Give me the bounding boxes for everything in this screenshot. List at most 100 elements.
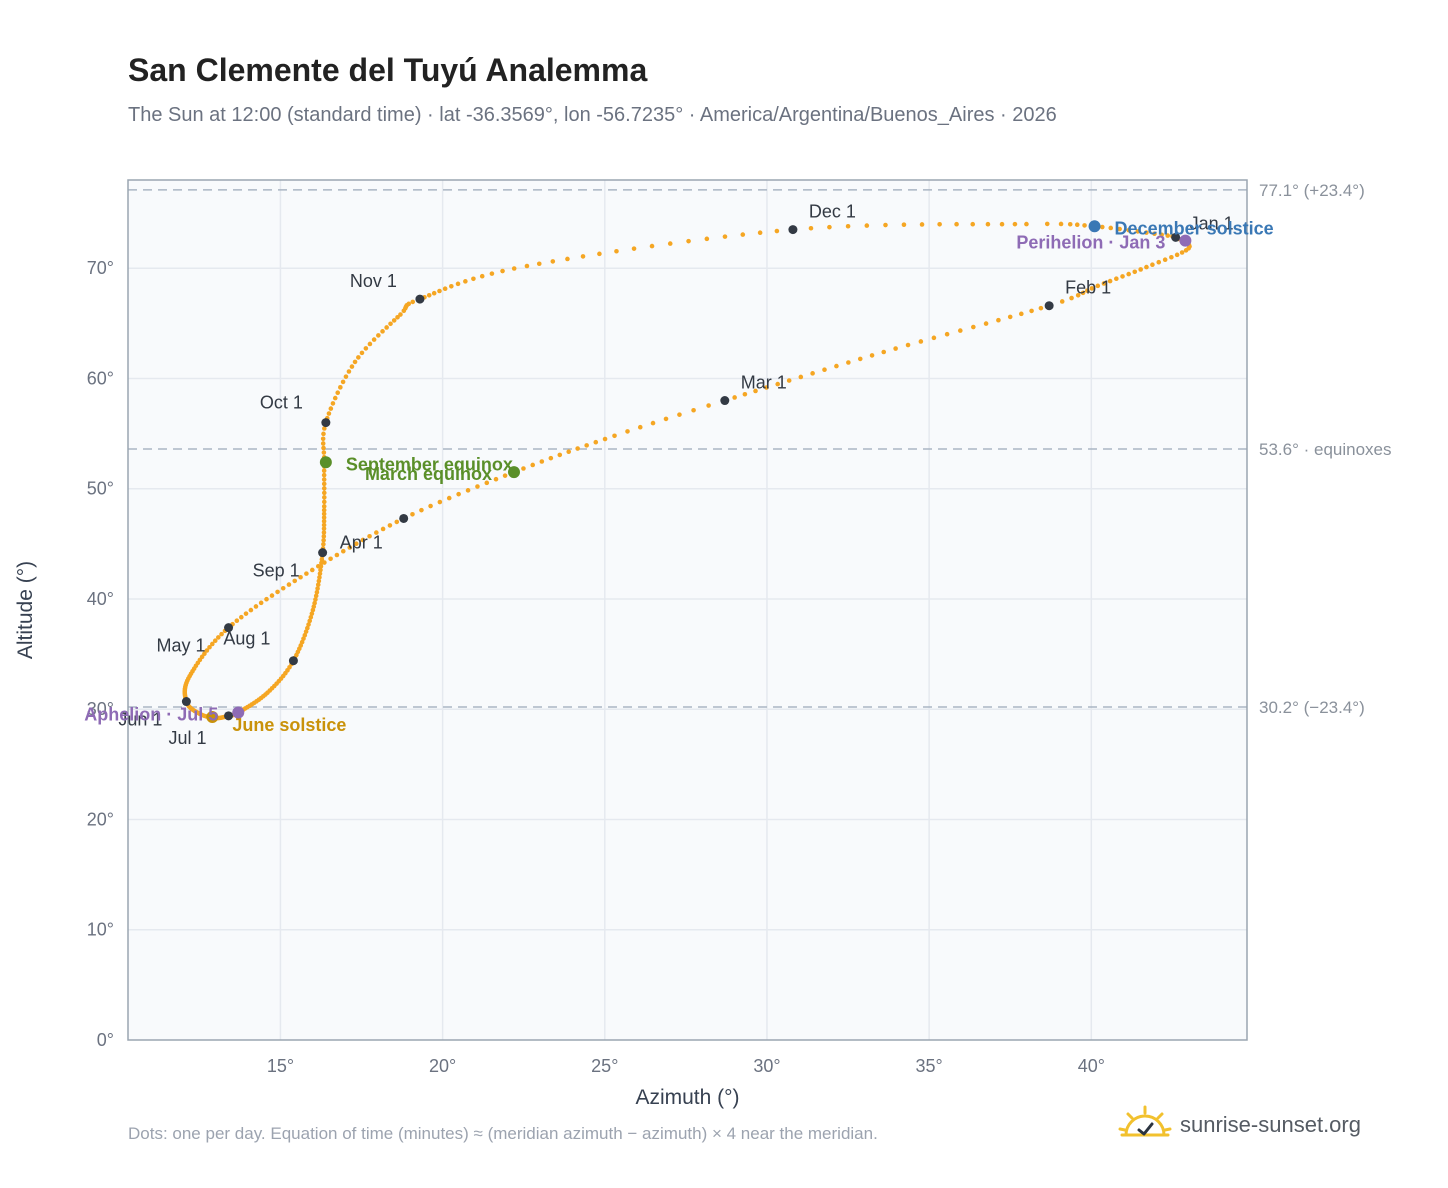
day-dot bbox=[204, 648, 210, 653]
day-dot bbox=[957, 328, 963, 333]
day-dot bbox=[827, 224, 832, 230]
x-tick-label: 25° bbox=[591, 1056, 618, 1076]
month-label: Feb 1 bbox=[1065, 278, 1111, 298]
day-dot bbox=[706, 403, 711, 408]
month-marker bbox=[224, 623, 234, 633]
day-dot bbox=[321, 445, 326, 451]
month-label: Apr 1 bbox=[340, 532, 383, 552]
day-dot bbox=[305, 625, 310, 631]
event-label: Aphelion · Jul 5 bbox=[84, 705, 218, 725]
day-dot bbox=[597, 251, 602, 257]
day-dot bbox=[321, 507, 327, 513]
day-dot bbox=[388, 321, 393, 327]
day-dot bbox=[667, 241, 673, 246]
day-dot bbox=[691, 407, 696, 413]
day-dot bbox=[311, 604, 317, 609]
day-dot bbox=[419, 507, 424, 513]
day-dot bbox=[489, 271, 495, 276]
day-dot bbox=[321, 472, 327, 478]
day-dot bbox=[322, 495, 327, 500]
day-dot bbox=[753, 388, 758, 394]
y-tick-label: 40° bbox=[87, 589, 114, 609]
day-dot bbox=[321, 499, 327, 505]
day-dot bbox=[321, 515, 327, 520]
y-tick-label: 10° bbox=[87, 920, 114, 940]
x-axis-ticks: 15° 20° 25° 30° 35° 40° bbox=[267, 1056, 1105, 1076]
day-dot bbox=[918, 339, 924, 344]
day-dot bbox=[1099, 224, 1105, 230]
day-dot bbox=[999, 221, 1005, 227]
day-dot bbox=[471, 276, 476, 282]
day-dot bbox=[309, 611, 315, 616]
day-dot bbox=[479, 273, 485, 279]
day-dot bbox=[312, 600, 317, 606]
reference-line-label: 53.6° · equinoxes bbox=[1259, 440, 1392, 459]
y-axis-title: Altitude (°) bbox=[14, 561, 37, 659]
day-dot bbox=[1117, 226, 1122, 232]
x-tick-label: 20° bbox=[429, 1056, 456, 1076]
day-dot bbox=[352, 359, 358, 365]
day-dot bbox=[374, 530, 379, 535]
brand-logo[interactable]: sunrise-sunset.org bbox=[1118, 1100, 1361, 1150]
day-dot bbox=[834, 363, 839, 369]
day-dot bbox=[391, 318, 397, 323]
day-dot bbox=[1075, 292, 1081, 298]
day-dot bbox=[437, 499, 443, 505]
day-dot bbox=[536, 261, 542, 267]
day-dot bbox=[449, 284, 454, 289]
y-tick-label: 30° bbox=[87, 699, 114, 719]
day-dot bbox=[1074, 222, 1080, 228]
day-dot bbox=[931, 335, 937, 341]
event-marker bbox=[1088, 220, 1101, 233]
event-label: March equinox bbox=[365, 464, 492, 484]
day-dot bbox=[1044, 221, 1050, 227]
day-dot bbox=[484, 480, 490, 486]
day-dot bbox=[304, 571, 309, 576]
day-dot bbox=[1080, 290, 1086, 296]
day-dot bbox=[857, 356, 863, 362]
day-dot bbox=[426, 293, 432, 298]
day-dot bbox=[566, 449, 572, 454]
day-dot bbox=[1156, 259, 1162, 265]
day-dot bbox=[202, 651, 207, 656]
x-tick-label: 30° bbox=[753, 1056, 780, 1076]
day-dot bbox=[901, 222, 907, 227]
day-dot bbox=[1108, 225, 1114, 231]
day-dot bbox=[722, 234, 728, 239]
day-dot bbox=[1144, 230, 1149, 235]
day-dot bbox=[353, 541, 359, 546]
day-dot bbox=[944, 331, 950, 337]
day-dot bbox=[1012, 221, 1018, 227]
day-dot bbox=[808, 225, 814, 231]
day-dot bbox=[971, 324, 976, 330]
day-dot bbox=[398, 312, 403, 317]
day-dot bbox=[612, 433, 617, 439]
sun-check-icon bbox=[1118, 1105, 1172, 1137]
day-dot bbox=[539, 459, 545, 464]
day-dot bbox=[511, 266, 517, 271]
day-dot bbox=[475, 484, 480, 489]
day-dot bbox=[1067, 221, 1073, 227]
day-dot bbox=[258, 600, 264, 606]
day-dot bbox=[431, 290, 437, 296]
day-dot bbox=[340, 548, 346, 554]
day-dot bbox=[919, 222, 925, 227]
day-dot bbox=[764, 385, 769, 390]
day-dot bbox=[985, 221, 991, 227]
day-dot bbox=[367, 341, 373, 347]
day-dot bbox=[302, 632, 308, 638]
footnote: Dots: one per day. Equation of time (min… bbox=[128, 1124, 878, 1143]
day-dot bbox=[321, 537, 326, 543]
day-dot bbox=[332, 395, 338, 401]
month-label: May 1 bbox=[157, 636, 206, 656]
day-dot bbox=[631, 246, 637, 251]
day-dot bbox=[321, 504, 327, 509]
day-dot bbox=[322, 426, 327, 431]
day-dot bbox=[318, 564, 324, 569]
day-dot bbox=[1135, 229, 1141, 234]
day-dot bbox=[1120, 274, 1125, 279]
x-tick-label: 40° bbox=[1078, 1056, 1105, 1076]
day-dot bbox=[663, 416, 669, 422]
day-dot bbox=[602, 436, 608, 442]
